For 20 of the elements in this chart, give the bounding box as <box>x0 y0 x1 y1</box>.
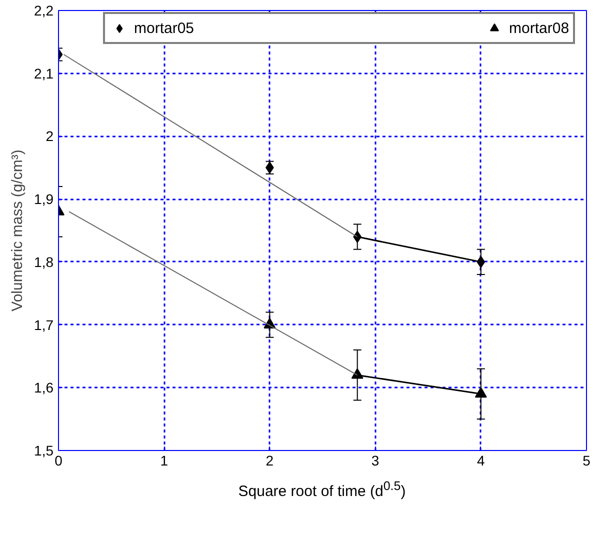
y-tick-label: 2,1 <box>34 65 54 82</box>
point <box>474 387 487 398</box>
point <box>476 256 486 268</box>
legend-label: mortar08 <box>509 20 570 36</box>
y-tick-label: 2,2 <box>34 2 54 18</box>
y-tick-label: 2 <box>46 128 54 144</box>
y-tick-label: 1,8 <box>34 254 54 270</box>
x-axis-title: Square root of time (d$^{0.5}$) <box>238 478 406 502</box>
x-tick-label: 4 <box>477 452 486 468</box>
y-axis-title: Volumetric mass (g/cm³) <box>9 150 26 312</box>
y-tick-label: 1,7 <box>34 316 54 333</box>
x-tick-label: 1 <box>160 452 168 468</box>
x-tick-label: 2 <box>266 452 274 468</box>
y-tick-label: 1,9 <box>34 191 54 208</box>
x-tick-label: 3 <box>371 452 380 468</box>
legend-label: mortar05 <box>134 20 194 36</box>
x-tick-label: 0 <box>54 452 63 468</box>
y-tick-label: 1,5 <box>34 442 54 458</box>
x-tick-label: 5 <box>582 452 591 468</box>
y-tick-label: 1,6 <box>34 380 54 396</box>
